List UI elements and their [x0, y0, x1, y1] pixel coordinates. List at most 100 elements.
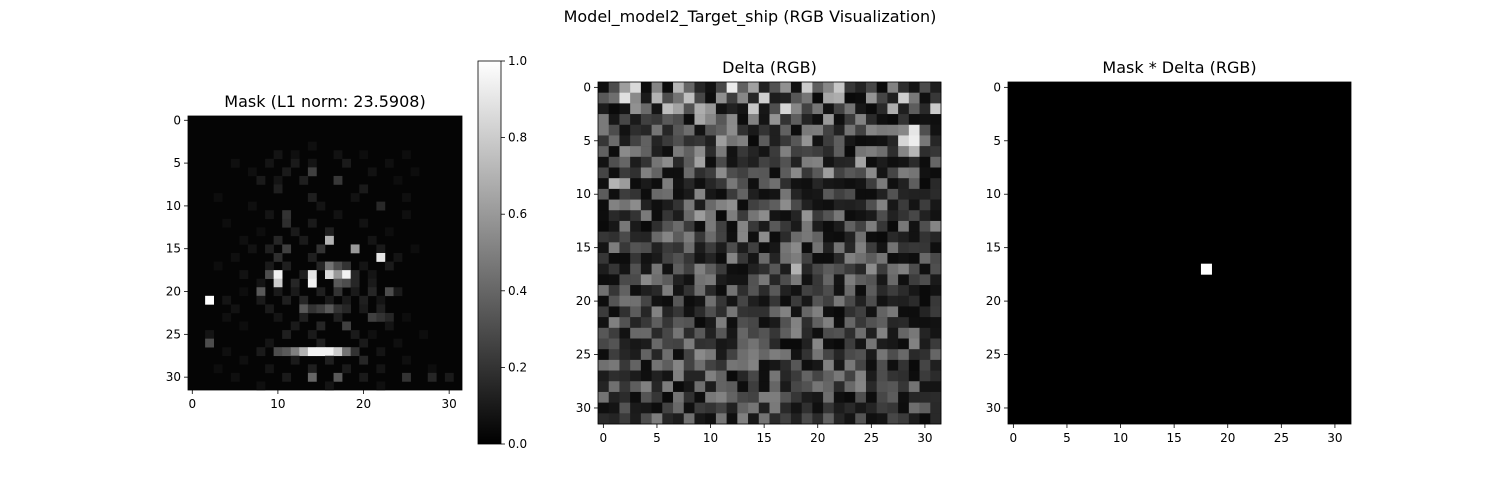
delta-cell [887, 295, 899, 307]
mask-cell [333, 372, 343, 382]
delta-cell [812, 178, 824, 190]
delta-cell [833, 253, 845, 264]
delta-cell [930, 306, 942, 318]
mask-cell [290, 278, 300, 288]
delta-cell [748, 253, 760, 264]
delta-cell [865, 295, 877, 307]
delta-cell [683, 167, 695, 179]
delta-xtick-label: 25 [864, 431, 879, 445]
mask-panel: Mask (L1 norm: 23.5908) 0 10 20 30 0 5 10 15 20 25… [166, 92, 463, 411]
delta-cell [887, 231, 899, 243]
delta-cell [630, 231, 642, 243]
delta-cell [790, 231, 802, 243]
delta-cell [640, 274, 652, 286]
delta-cell [823, 349, 835, 361]
mask-cell [213, 193, 223, 202]
delta-cell [608, 263, 620, 275]
delta-cell [930, 103, 942, 115]
delta-cell [769, 413, 781, 425]
delta-cell [715, 242, 727, 254]
delta-cell [737, 156, 749, 168]
delta-cell [898, 188, 910, 200]
delta-cell [694, 253, 706, 264]
delta-cell [651, 156, 663, 168]
delta-cell [651, 82, 663, 93]
delta-cell [855, 402, 867, 414]
delta-cell [726, 156, 738, 168]
delta-cell [780, 402, 792, 414]
delta-cell [673, 253, 685, 264]
mask-title: Mask (L1 norm: 23.5908) [224, 92, 425, 111]
delta-cell [823, 220, 835, 232]
delta-cell [812, 253, 824, 264]
delta-cell [598, 402, 610, 414]
delta-cell [790, 370, 802, 382]
mask-cell [342, 321, 351, 331]
delta-cell [726, 199, 738, 211]
delta-cell [673, 413, 685, 425]
delta-cell [823, 178, 835, 190]
mask-cell [273, 235, 283, 245]
delta-cell [748, 135, 760, 147]
mask-cell [333, 278, 343, 288]
delta-cell [876, 92, 888, 104]
delta-cell [673, 114, 685, 126]
delta-cell [790, 263, 802, 275]
delta-cell [833, 402, 845, 414]
mask-cell [273, 253, 283, 262]
delta-cell [876, 156, 888, 168]
mask-cell [359, 150, 369, 160]
delta-cell [758, 263, 770, 275]
delta-cell [833, 146, 845, 158]
delta-cell [876, 381, 888, 393]
delta-cell [619, 156, 631, 168]
delta-cell [608, 220, 620, 232]
mask-xtick-label: 10 [270, 397, 285, 411]
delta-cell [726, 338, 738, 350]
delta-cell [930, 210, 942, 222]
delta-cell [780, 82, 792, 93]
delta-cell [833, 92, 845, 104]
delta-cell [694, 338, 706, 350]
delta-cell [769, 231, 781, 243]
delta-cell [844, 231, 856, 243]
delta-cell [673, 188, 685, 200]
delta-cell [662, 359, 674, 371]
delta-cell [876, 220, 888, 232]
mask-cell [316, 201, 326, 211]
delta-cell [737, 92, 749, 104]
delta-cell [812, 242, 824, 254]
mask-cell [350, 244, 360, 254]
delta-cell [769, 124, 781, 136]
mask-cell [316, 338, 326, 348]
delta-cell [812, 391, 824, 403]
delta-cell [876, 295, 888, 307]
delta-cell [705, 306, 717, 318]
delta-cell [930, 156, 942, 168]
delta-cell [619, 263, 631, 275]
delta-cell [930, 327, 942, 339]
delta-ytick-label: 20 [576, 294, 591, 308]
delta-cell [705, 231, 717, 243]
delta-cell [758, 114, 770, 126]
mask-cell [256, 347, 266, 357]
delta-cell [726, 135, 738, 147]
delta-cell [673, 220, 685, 232]
mask-cell [402, 150, 411, 160]
delta-cell [737, 135, 749, 147]
delta-cell [865, 370, 877, 382]
delta-cell [673, 338, 685, 350]
delta-cell [898, 359, 910, 371]
delta-cell [812, 338, 824, 350]
delta-cell [780, 317, 792, 329]
delta-cell [919, 285, 931, 297]
delta-cell [908, 306, 920, 318]
delta-cell [737, 242, 749, 254]
delta-cell [919, 391, 931, 403]
delta-cell [608, 199, 620, 211]
delta-cell [694, 413, 706, 425]
delta-cell [726, 306, 738, 318]
delta-cell [908, 413, 920, 425]
delta-cell [898, 114, 910, 126]
delta-cell [651, 285, 663, 297]
